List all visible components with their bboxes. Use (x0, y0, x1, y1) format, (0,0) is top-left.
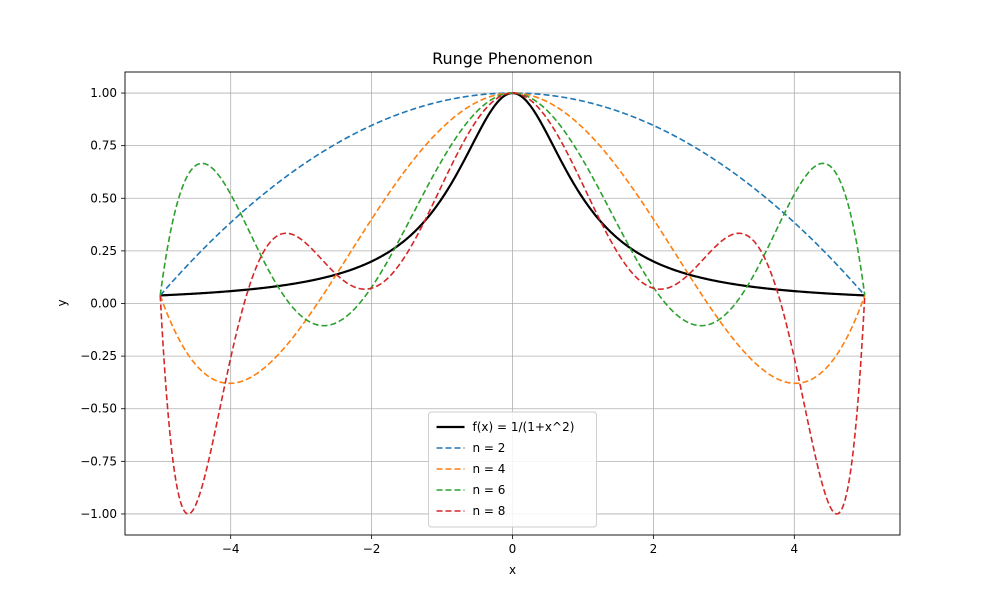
y-tick-label: 0.50 (90, 191, 117, 205)
series-line-n4 (159, 92, 866, 385)
y-tick-label: 0.00 (90, 297, 117, 311)
y-tick-label: −0.25 (80, 349, 117, 363)
series-line-n6 (159, 92, 866, 327)
legend-label: f(x) = 1/(1+x^2) (473, 420, 575, 434)
y-tick-label: −1.00 (80, 507, 117, 521)
y-tick-label: 1.00 (90, 86, 117, 100)
y-axis-label: y (55, 299, 69, 306)
axes: −4 −2 0 2 4 1.00 0.75 0.50 0.25 0.00 −0.25 −0.50 −0.… (80, 71, 901, 556)
x-tick-label: 2 (650, 542, 658, 556)
legend-box (428, 411, 597, 528)
y-tick-label: 0.25 (90, 244, 117, 258)
chart-title: Runge Phenomenon (432, 49, 593, 68)
y-tick-label: 0.75 (90, 139, 117, 153)
x-axis-label: x (509, 563, 516, 577)
legend-label: n = 8 (473, 504, 506, 518)
legend-label: n = 6 (473, 483, 506, 497)
x-tick-label: −4 (222, 542, 240, 556)
x-tick-label: −2 (363, 542, 381, 556)
legend-label: n = 2 (473, 441, 506, 455)
x-tick-label: 0 (509, 542, 517, 556)
y-tick-label: −0.50 (80, 402, 117, 416)
series-line-n2 (159, 92, 866, 296)
x-tick-label: 4 (790, 542, 798, 556)
y-tick-label: −0.75 (80, 454, 117, 468)
legend: f(x) = 1/(1+x^2) n = 2 n = 4 n = 6 n = 8 (428, 411, 597, 528)
series-line-n8 (159, 92, 866, 515)
legend-label: n = 4 (473, 462, 506, 476)
plot-area (159, 91, 866, 515)
